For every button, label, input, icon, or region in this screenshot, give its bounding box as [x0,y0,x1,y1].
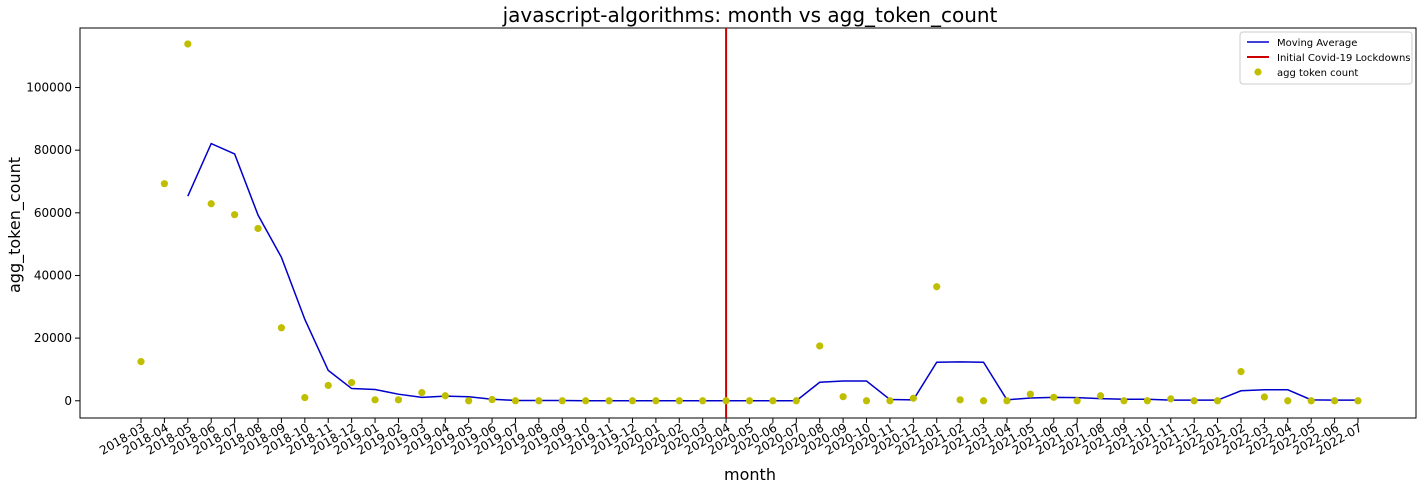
y-tick-label: 0 [64,394,72,408]
agg-token-count-point [137,358,145,366]
agg-token-count-point [816,342,824,350]
agg-token-count-point [933,283,941,291]
agg-token-count-point [1003,397,1011,405]
agg-token-count-point [792,397,800,405]
agg-token-count-point [628,397,637,405]
agg-token-count-point [1050,393,1058,401]
agg-token-count-point [1167,395,1175,403]
agg-token-count-point [1354,397,1362,405]
legend-entry-label: agg token count [1277,68,1358,79]
agg-token-count-point [277,324,286,332]
agg-token-count-point [1284,397,1292,405]
moving-average-line [187,142,1358,402]
y-tick-label: 40000 [34,268,72,282]
agg-token-count-point [465,397,473,405]
legend: Moving Average Initial Covid-19 Lockdowns… [1239,31,1413,85]
agg-token-count-point [231,211,239,219]
agg-token-count-point [1307,397,1315,405]
agg-token-count-point [535,397,543,405]
agg-token-count-point [558,397,566,405]
agg-token-count-point [839,393,847,401]
agg-token-count-point [886,397,894,405]
agg-token-count-point [1096,392,1105,400]
agg-token-count-point [699,397,707,405]
agg-token-count-point [348,379,356,387]
x-axis-label: month [724,465,776,484]
agg-token-count-point [605,397,613,405]
agg-token-count-point [1330,397,1339,405]
agg-token-count-point [722,397,730,405]
agg-token-count-point [418,389,426,397]
y-tick-label: 20000 [34,331,72,345]
y-axis-label: agg_token_count [5,157,25,293]
agg-token-count-point [675,397,683,405]
agg-token-count-point [769,397,777,405]
legend-entry-label: Initial Covid-19 Lockdowns [1277,53,1411,64]
legend-box [1239,31,1413,85]
y-tick-label: 60000 [34,206,72,220]
y-tick-label: 80000 [34,143,72,157]
agg-token-count-point [511,397,520,405]
agg-token-count-point [254,224,262,233]
agg-token-count-point [441,392,449,400]
agg-token-count-point [1026,390,1034,398]
agg-token-count-point [371,396,379,404]
agg-token-count-point [394,396,403,404]
plot-area: 0200004000060000800001000002018-032018-0… [26,27,1417,458]
agg-token-count-point [956,396,964,404]
agg-token-count-point [652,397,660,405]
agg-token-count-point [488,395,496,404]
agg-token-count-point [301,394,309,402]
agg-token-count-point [1073,397,1081,405]
axes-frame [79,27,1417,419]
agg-token-count-point [160,180,169,188]
agg-token-count-point [862,397,871,405]
agg-token-count-point [1237,368,1245,376]
agg-token-count-point [1190,397,1198,405]
chart-title: javascript-algorithms: month vs agg_toke… [502,3,998,27]
agg-token-count-point [1143,397,1151,405]
agg-token-count-point [184,40,192,48]
agg-token-count-point [1260,393,1268,401]
agg-token-count-point [909,394,917,402]
legend-entry-label: Moving Average [1277,38,1357,49]
agg-token-count-point [1120,397,1128,405]
y-tick-label: 100000 [26,81,72,95]
agg-token-count-point [1213,397,1222,405]
agg-token-count-point [745,397,754,405]
agg-token-count-point [582,397,590,405]
agg-token-count-point [207,200,215,208]
agg-token-count-point [979,397,988,405]
legend-marker-scatter [1254,68,1262,76]
agg-token-count-point [324,381,332,390]
